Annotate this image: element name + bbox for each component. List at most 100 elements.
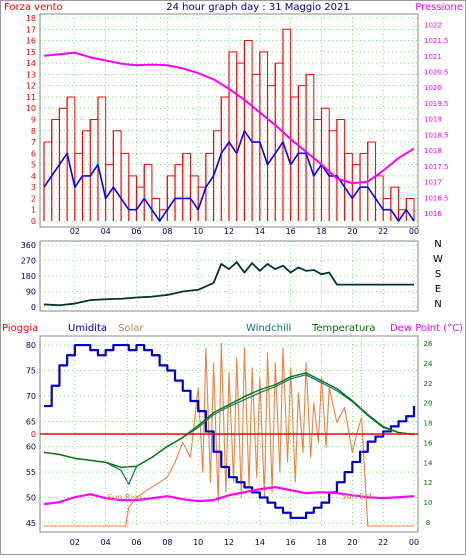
wind-x-tick: 06 bbox=[131, 227, 141, 236]
weather-x-tick: 18 bbox=[316, 538, 326, 547]
wind-y-tick: 13 bbox=[26, 70, 36, 79]
pressure-y-tick: 1022 bbox=[424, 21, 442, 29]
weather-x-tick: 14 bbox=[255, 538, 265, 547]
wind-x-tick: 16 bbox=[286, 227, 296, 236]
weather-x-tick: 02 bbox=[70, 538, 80, 547]
pressure-y-tick: 1019.5 bbox=[424, 100, 449, 108]
humidity-y-tick: 60 bbox=[26, 443, 36, 452]
wind-x-tick: 00 bbox=[409, 227, 419, 236]
pressure-y-tick: 1018.5 bbox=[424, 131, 449, 139]
wind-y-tick: 0 bbox=[31, 217, 36, 226]
wind-y-tick: 12 bbox=[26, 82, 36, 91]
temperature-y-tick: 20 bbox=[424, 400, 433, 408]
chart-title: 24 hour graph day : 31 Maggio 2021 bbox=[166, 2, 349, 13]
humidity-y-tick: 55 bbox=[26, 468, 36, 477]
temperature-y-tick: 10 bbox=[424, 499, 433, 507]
pressure-title: Pressione bbox=[415, 2, 463, 13]
wind-x-tick: 20 bbox=[347, 227, 357, 236]
wind-y-tick: 17 bbox=[26, 25, 36, 34]
wind-x-tick: 18 bbox=[316, 227, 326, 236]
weather-x-tick: 12 bbox=[224, 538, 234, 547]
pressure-y-tick: 1016 bbox=[424, 210, 442, 218]
wind-x-tick: 02 bbox=[70, 227, 80, 236]
pressure-line bbox=[43, 51, 415, 185]
wind-y-tick: 7 bbox=[31, 138, 36, 147]
direction-y-tick: 180 bbox=[21, 272, 36, 281]
direction-y-tick: 90 bbox=[26, 288, 36, 297]
wind-y-tick: 2 bbox=[31, 194, 36, 203]
humidity-y-tick: 45 bbox=[26, 519, 36, 528]
wind-y-tick: 15 bbox=[26, 48, 36, 57]
humidity-line bbox=[44, 343, 416, 519]
temperature-y-tick: 26 bbox=[424, 340, 433, 348]
weather-x-tick: 16 bbox=[286, 538, 296, 547]
legend-solar: Solar bbox=[118, 323, 144, 334]
pressure-y-tick: 1017 bbox=[424, 179, 442, 187]
humidity-y-tick: 80 bbox=[26, 341, 36, 350]
wind-x-tick: 04 bbox=[101, 227, 111, 236]
temperature-y-tick: 24 bbox=[424, 360, 433, 368]
wind-y-tick: 14 bbox=[26, 59, 36, 68]
weather-chart: 02 04 06 08 10 12 14 16 18 20 22 004550556065707580… bbox=[26, 340, 433, 547]
pressure-y-tick: 1017.5 bbox=[424, 163, 449, 171]
wind-title: Forza vento bbox=[4, 2, 63, 13]
wind-x-tick: 14 bbox=[255, 227, 265, 236]
wind-y-tick: 11 bbox=[26, 93, 36, 102]
pressure-y-tick: 1018 bbox=[424, 147, 442, 155]
temperature-y-tick: 14 bbox=[424, 459, 433, 467]
sunset-label: Sun Set bbox=[342, 492, 373, 501]
wind-pressure-chart: 02 04 06 08 10 12 14 16 18 20 22 000123456789101112… bbox=[26, 14, 449, 236]
direction-compass-label: N bbox=[434, 299, 441, 310]
pressure-y-tick: 1020.5 bbox=[424, 69, 449, 77]
wind-y-tick: 9 bbox=[31, 116, 36, 125]
wind-y-tick: 1 bbox=[31, 206, 36, 215]
rain-zero-label: 0 bbox=[31, 430, 36, 439]
direction-compass-label: W bbox=[433, 254, 443, 265]
wind-avg-line bbox=[43, 129, 415, 222]
wind-y-tick: 3 bbox=[31, 183, 36, 192]
direction-y-tick: 270 bbox=[21, 257, 36, 266]
wind-y-tick: 10 bbox=[26, 104, 36, 113]
pressure-y-tick: 1019 bbox=[424, 116, 442, 124]
temperature-y-tick: 18 bbox=[424, 420, 433, 428]
legend-humidity: Umidita bbox=[68, 323, 107, 334]
pressure-y-tick: 1021.5 bbox=[424, 37, 449, 45]
humidity-y-tick: 70 bbox=[26, 392, 36, 401]
pressure-y-tick: 1016.5 bbox=[424, 194, 449, 202]
weather-x-tick: 20 bbox=[347, 538, 357, 547]
legend-rain: Pioggia bbox=[2, 323, 38, 334]
wind-gust-line bbox=[44, 28, 415, 211]
legend-temperature: Temperatura bbox=[311, 323, 376, 334]
sunrise-label: Sun Rise bbox=[107, 493, 142, 502]
temperature-y-tick: 12 bbox=[424, 479, 433, 487]
wind-x-tick: 10 bbox=[193, 227, 203, 236]
wind-x-tick: 22 bbox=[378, 227, 388, 236]
direction-line bbox=[43, 261, 414, 307]
weather-x-tick: 04 bbox=[101, 538, 111, 547]
temperature-line bbox=[43, 372, 415, 469]
dewpoint-line bbox=[43, 486, 415, 506]
temperature-y-tick: 22 bbox=[424, 380, 433, 388]
pressure-y-tick: 1020 bbox=[424, 84, 442, 92]
temperature-y-tick: 16 bbox=[424, 439, 433, 447]
legend-windchill: Windchill bbox=[246, 323, 291, 334]
wind-y-tick: 4 bbox=[31, 172, 36, 181]
temperature-y-tick: 8 bbox=[426, 519, 430, 527]
humidity-y-tick: 65 bbox=[26, 417, 36, 426]
weather-x-tick: 10 bbox=[193, 538, 203, 547]
legend-dewpoint: Dew Point (°C) bbox=[390, 323, 463, 334]
weather-x-tick: 22 bbox=[378, 538, 388, 547]
wind-y-tick: 16 bbox=[26, 37, 36, 46]
wind-y-tick: 6 bbox=[31, 149, 36, 158]
weather-x-tick: 06 bbox=[131, 538, 141, 547]
wind-y-tick: 8 bbox=[31, 127, 36, 136]
direction-compass-label: S bbox=[435, 269, 441, 280]
weather-x-tick: 00 bbox=[409, 538, 419, 547]
wind-x-tick: 12 bbox=[224, 227, 234, 236]
humidity-y-tick: 50 bbox=[26, 494, 36, 503]
direction-compass-label: E bbox=[435, 284, 441, 295]
wind-y-tick: 18 bbox=[26, 14, 36, 23]
